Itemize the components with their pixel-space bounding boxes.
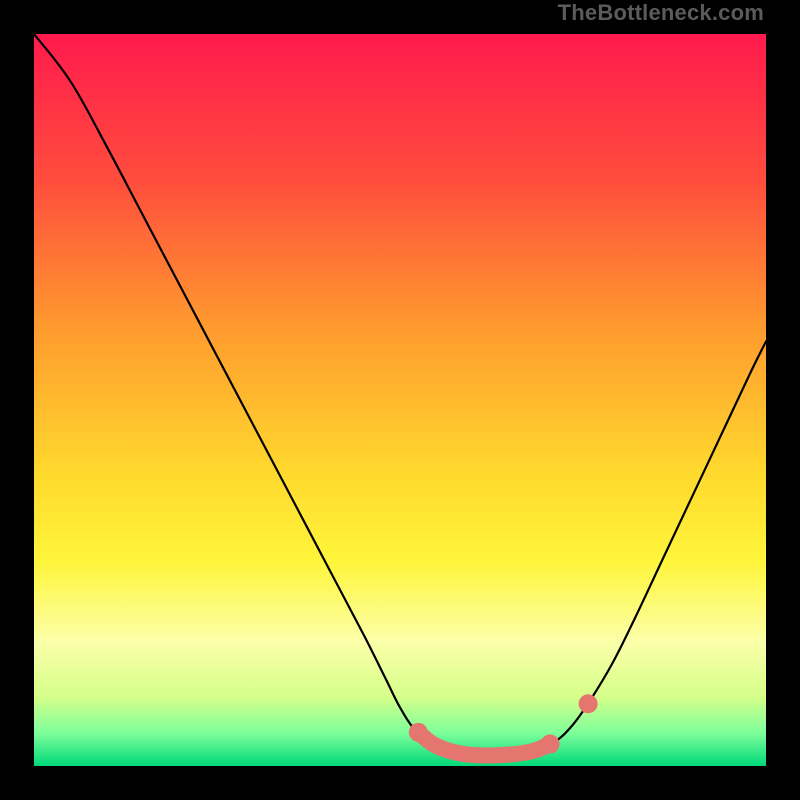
chart-frame: TheBottleneck.com bbox=[0, 0, 800, 800]
highlight-dot bbox=[541, 735, 560, 754]
highlight-dot bbox=[409, 723, 428, 742]
frame-border-bottom bbox=[0, 766, 800, 800]
frame-border-left bbox=[0, 0, 34, 800]
watermark-text: TheBottleneck.com bbox=[558, 0, 764, 26]
plot-area bbox=[34, 34, 766, 766]
plot-svg bbox=[34, 34, 766, 766]
gradient-background bbox=[34, 34, 766, 766]
frame-border-right bbox=[766, 0, 800, 800]
highlight-dot bbox=[579, 694, 598, 713]
